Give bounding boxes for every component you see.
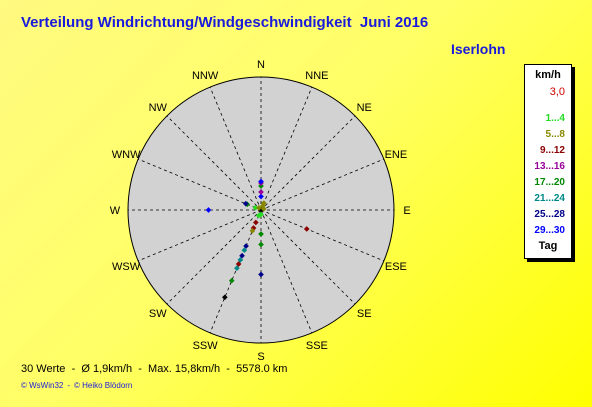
data-point-21 (237, 257, 244, 263)
legend-scale-value: 3,0 (549, 86, 565, 98)
legend-item-5: 17...20 (534, 177, 565, 188)
direction-label-nne: NNE (305, 70, 328, 82)
data-point-23 (234, 265, 240, 272)
data-point-20 (239, 252, 245, 259)
direction-label-w: W (110, 205, 121, 217)
data-point-2 (258, 189, 264, 195)
legend-item-3: 9...12 (539, 145, 565, 156)
spoke-nne (260, 86, 313, 211)
spoke-nw (166, 115, 262, 211)
direction-label-ene: ENE (385, 149, 408, 161)
data-point-24 (228, 277, 235, 284)
data-points (205, 178, 310, 301)
direction-label-ne: NE (357, 102, 372, 114)
summary-stats: 30 Werte - Ø 1,9km/h - Max. 15,8km/h - 5… (21, 363, 288, 375)
direction-label-e: E (403, 205, 410, 217)
direction-label-sw: SW (149, 308, 167, 320)
spoke-ese (260, 209, 385, 262)
stat-count: 30 Werte (21, 363, 66, 375)
legend-unit: km/h (535, 69, 561, 81)
spoke-se (260, 209, 356, 305)
author-credit: © Heiko Blödorn (74, 381, 133, 390)
direction-label-ese: ESE (385, 261, 407, 273)
station-name: Iserlohn (451, 41, 506, 57)
direction-spokes (128, 77, 394, 343)
direction-labels: N NNE NE ENE E ESE SE SSE S SSW SW WSW W WNW NW NNW (110, 59, 411, 363)
data-point-17 (249, 227, 256, 234)
software-credit: © WsWin32 (21, 381, 64, 390)
chart-title: Verteilung Windrichtung/Windgeschwindigk… (21, 14, 429, 31)
data-point-14 (255, 212, 262, 219)
data-point-29 (242, 200, 249, 207)
direction-label-ssw: SSW (193, 340, 219, 352)
data-point-13 (258, 271, 264, 278)
legend-item-4: 13...16 (534, 161, 565, 172)
stat-average: Ø 1,9km/h (81, 363, 133, 375)
direction-label-s: S (257, 351, 264, 363)
data-point-1 (258, 193, 264, 200)
data-point-9 (303, 226, 310, 232)
data-point-27 (252, 204, 259, 211)
data-point-11 (258, 231, 264, 237)
data-point-19 (241, 247, 248, 254)
legend: km/h 3,0 1...4 5...8 9...12 13...16 17..… (524, 64, 572, 259)
data-point-8 (260, 206, 267, 212)
spoke-ene (260, 158, 385, 211)
spoke-sse (260, 209, 313, 334)
data-point-3 (258, 183, 264, 189)
legend-item-2: 5...8 (545, 129, 565, 140)
data-point-5 (258, 178, 264, 185)
direction-label-wnw: WNW (112, 149, 141, 161)
direction-label-n: N (257, 59, 265, 71)
data-point-30 (256, 205, 262, 211)
data-point-15 (253, 219, 259, 226)
direction-label-nnw: NNW (192, 70, 219, 82)
spoke-ne (260, 115, 356, 211)
direction-label-nw: NW (149, 102, 168, 114)
direction-label-wsw: WSW (112, 261, 141, 273)
legend-item-6: 21...24 (534, 193, 565, 204)
data-point-22 (235, 261, 242, 267)
legend-item-8: 29...30 (534, 225, 565, 236)
legend-item-1: 1...4 (545, 113, 565, 124)
direction-label-sse: SSE (306, 340, 328, 352)
legend-day-label: Tag (538, 240, 558, 252)
credits: © WsWin32- © Heiko Blödorn (21, 381, 133, 390)
stat-distance: 5578.0 km (236, 363, 288, 375)
data-point-25 (222, 294, 228, 301)
spoke-sw (166, 209, 262, 305)
data-point-7 (261, 200, 267, 206)
spoke-wnw (137, 158, 262, 211)
data-point-26 (205, 207, 212, 213)
legend-item-7: 25...28 (534, 209, 565, 220)
spoke-nnw (209, 86, 262, 211)
spoke-ssw (209, 209, 262, 334)
data-point-12 (258, 241, 264, 248)
data-point-18 (243, 243, 249, 249)
spoke-wsw (137, 209, 262, 262)
stat-max: Max. 15,8km/h (148, 363, 221, 375)
direction-label-se: SE (357, 308, 372, 320)
